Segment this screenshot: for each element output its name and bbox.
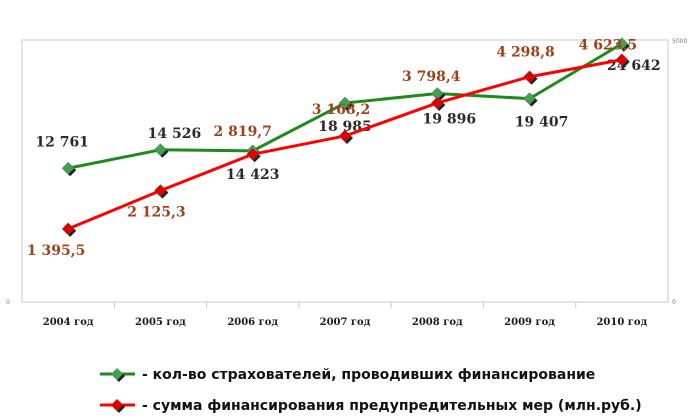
data-label: 1 395,5: [27, 243, 85, 259]
legend-marker: [111, 399, 123, 411]
y-tick-label-min: 0: [672, 299, 676, 306]
data-point: [338, 96, 352, 110]
data-point: [61, 222, 75, 236]
data-point: [523, 70, 536, 84]
x-tick-label: 2010 год: [596, 317, 647, 328]
x-axis-labels: 2004 год 2005 год 2006 год 2007 год 2008 год…: [43, 317, 648, 328]
x-tick-label: 2004 год: [43, 317, 94, 328]
legend: - кол-во страхователей, проводивших фина…: [100, 367, 642, 414]
data-point: [430, 96, 444, 110]
data-label: 3 798,4: [402, 69, 461, 85]
data-point: [61, 161, 75, 175]
x-axis-ticks: [113, 302, 577, 308]
data-point: [338, 129, 352, 143]
y-tick-label-max: 5000: [672, 38, 687, 45]
data-label: 19 407: [515, 115, 569, 131]
x-tick-label: 2005 год: [135, 317, 186, 328]
data-label: 3 168,2: [312, 102, 370, 118]
x-tick-label: 2008 год: [412, 317, 463, 328]
series-funding: 1 395,5 2 125,3 2 819,7 3 168,2 3 798,4 4 298…: [27, 38, 637, 259]
data-point: [615, 37, 629, 51]
data-point: [154, 184, 167, 197]
plot-frame: [21, 39, 669, 303]
x-tick-label: 2007 год: [320, 317, 371, 328]
legend-marker: [111, 368, 123, 380]
data-point: [523, 92, 536, 105]
legend-label: - кол-во страхователей, проводивших фина…: [142, 367, 595, 383]
data-label: 2 819,7: [213, 124, 271, 140]
x-tick-label: 2006 год: [227, 317, 278, 328]
data-label: 14 526: [148, 126, 202, 142]
data-point: [154, 143, 167, 157]
data-label: 14 423: [226, 167, 280, 183]
data-label: 4 298,8: [496, 45, 554, 61]
data-point: [615, 53, 629, 67]
data-label: 12 761: [35, 134, 89, 150]
y-tick-label-min-left: 0: [6, 299, 10, 306]
data-label: 2 125,3: [127, 205, 185, 221]
x-tick-label: 2009 год: [504, 317, 555, 328]
data-point: [246, 147, 260, 161]
legend-label: - сумма финансирования предупредительных…: [142, 398, 642, 414]
series-line: [67, 58, 623, 231]
data-label: 4 623,5: [579, 38, 637, 54]
data-label: 19 896: [422, 112, 476, 128]
